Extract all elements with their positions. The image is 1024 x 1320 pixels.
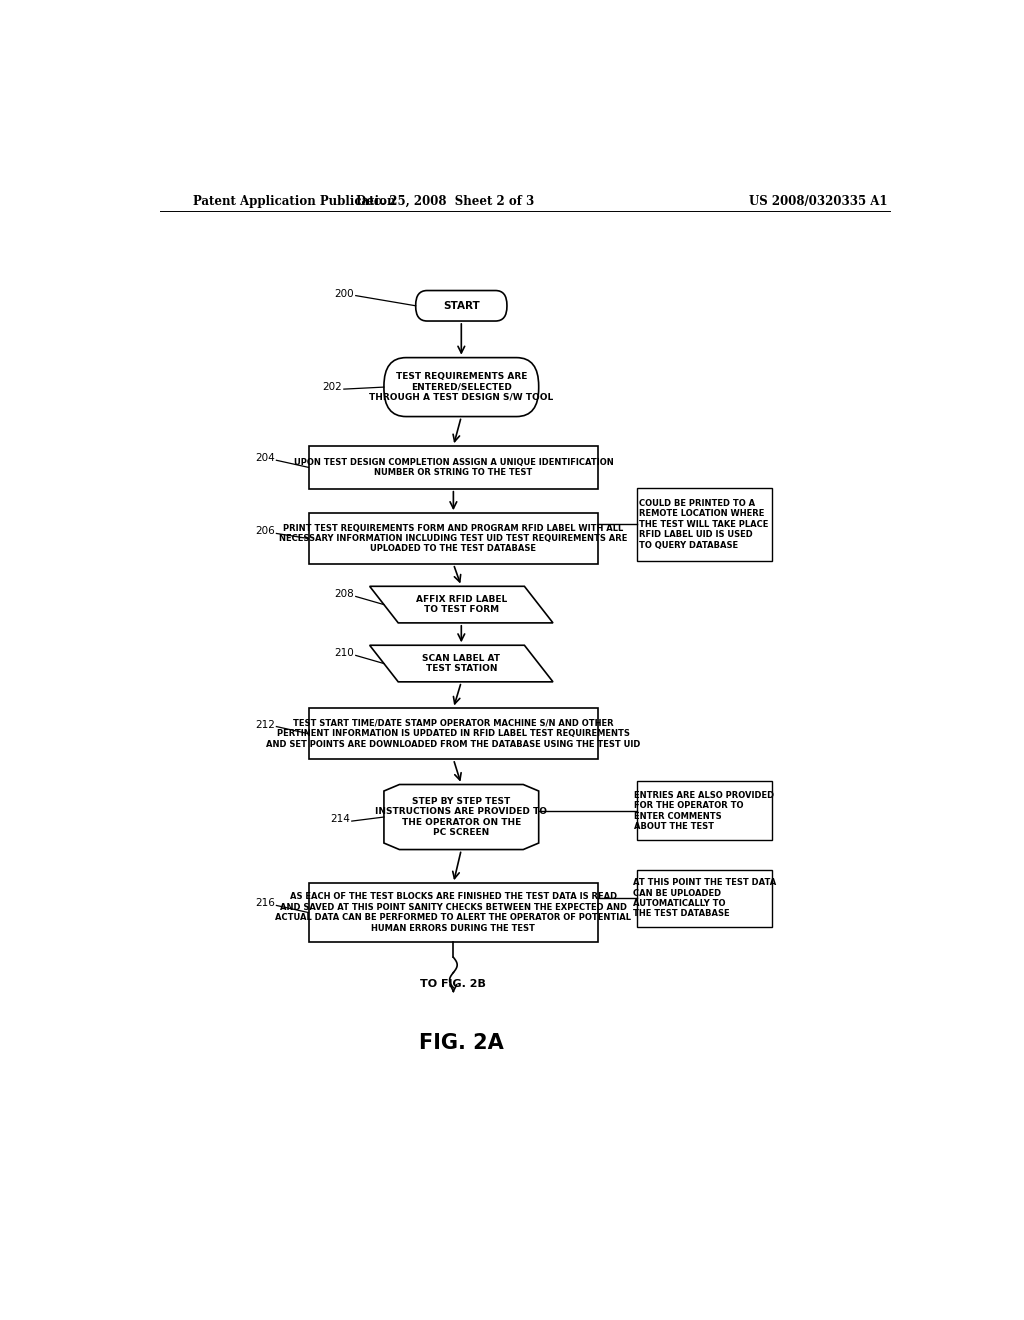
Text: PRINT TEST REQUIREMENTS FORM AND PROGRAM RFID LABEL WITH ALL
NECESSARY INFORMATI: PRINT TEST REQUIREMENTS FORM AND PROGRAM…: [280, 524, 628, 553]
Text: Dec. 25, 2008  Sheet 2 of 3: Dec. 25, 2008 Sheet 2 of 3: [356, 194, 535, 207]
Text: 216: 216: [255, 899, 274, 908]
Text: 212: 212: [255, 719, 274, 730]
Bar: [637, 781, 772, 841]
Text: TO FIG. 2B: TO FIG. 2B: [421, 978, 486, 989]
Text: TEST START TIME/DATE STAMP OPERATOR MACHINE S/N AND OTHER
PERTINENT INFORMATION : TEST START TIME/DATE STAMP OPERATOR MACH…: [266, 719, 641, 748]
Polygon shape: [370, 645, 553, 682]
Text: 206: 206: [255, 527, 274, 536]
Text: 214: 214: [331, 814, 350, 824]
Bar: [308, 513, 598, 564]
Text: 202: 202: [323, 381, 342, 392]
Text: Patent Application Publication: Patent Application Publication: [194, 194, 395, 207]
Polygon shape: [370, 586, 553, 623]
Text: US 2008/0320335 A1: US 2008/0320335 A1: [750, 194, 888, 207]
Text: SCAN LABEL AT
TEST STATION: SCAN LABEL AT TEST STATION: [422, 653, 501, 673]
Bar: [308, 446, 598, 488]
Text: STEP BY STEP TEST
INSTRUCTIONS ARE PROVIDED TO
THE OPERATOR ON THE
PC SCREEN: STEP BY STEP TEST INSTRUCTIONS ARE PROVI…: [376, 797, 547, 837]
Text: START: START: [443, 301, 479, 310]
Text: UPON TEST DESIGN COMPLETION ASSIGN A UNIQUE IDENTIFICATION
NUMBER OR STRING TO T: UPON TEST DESIGN COMPLETION ASSIGN A UNI…: [294, 458, 613, 477]
FancyBboxPatch shape: [384, 358, 539, 417]
Polygon shape: [384, 784, 539, 850]
Text: 200: 200: [335, 289, 354, 298]
Bar: [308, 709, 598, 759]
Bar: [637, 487, 772, 561]
Text: AFFIX RFID LABEL
TO TEST FORM: AFFIX RFID LABEL TO TEST FORM: [416, 595, 507, 614]
Text: COULD BE PRINTED TO A
REMOTE LOCATION WHERE
THE TEST WILL TAKE PLACE
RFID LABEL : COULD BE PRINTED TO A REMOTE LOCATION WH…: [639, 499, 769, 549]
Text: AT THIS POINT THE TEST DATA
CAN BE UPLOADED
AUTOMATICALLY TO
THE TEST DATABASE: AT THIS POINT THE TEST DATA CAN BE UPLOA…: [633, 878, 776, 919]
Bar: [637, 870, 772, 927]
Text: ENTRIES ARE ALSO PROVIDED
FOR THE OPERATOR TO
ENTER COMMENTS
ABOUT THE TEST: ENTRIES ARE ALSO PROVIDED FOR THE OPERAT…: [634, 791, 774, 832]
FancyBboxPatch shape: [416, 290, 507, 321]
Text: FIG. 2A: FIG. 2A: [419, 1032, 504, 1052]
Text: 204: 204: [255, 453, 274, 463]
Text: AS EACH OF THE TEST BLOCKS ARE FINISHED THE TEST DATA IS READ
AND SAVED AT THIS : AS EACH OF THE TEST BLOCKS ARE FINISHED …: [275, 892, 632, 933]
Bar: [308, 883, 598, 942]
Text: TEST REQUIREMENTS ARE
ENTERED/SELECTED
THROUGH A TEST DESIGN S/W TOOL: TEST REQUIREMENTS ARE ENTERED/SELECTED T…: [370, 372, 553, 403]
Text: 210: 210: [335, 648, 354, 659]
Text: 208: 208: [335, 590, 354, 599]
